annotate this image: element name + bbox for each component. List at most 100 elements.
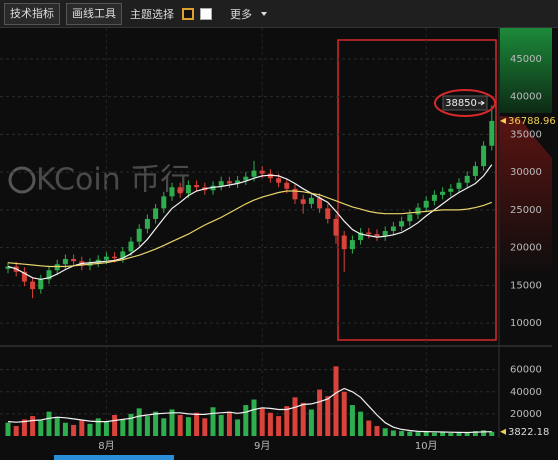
ma-line bbox=[7, 387, 492, 434]
y-tick-label: 15000 bbox=[510, 280, 542, 291]
candle-body bbox=[431, 194, 437, 201]
candle-body bbox=[366, 232, 372, 235]
candle-body bbox=[95, 259, 101, 263]
candle-body bbox=[226, 181, 232, 184]
drawing-tools-button[interactable]: 画线工具 bbox=[66, 2, 122, 25]
volume-bar bbox=[71, 424, 77, 436]
volume-bar bbox=[153, 411, 159, 436]
dark-theme-swatch[interactable] bbox=[182, 7, 194, 20]
volume-bar bbox=[243, 405, 249, 436]
volume-bar bbox=[202, 418, 208, 436]
x-tick-label: 8月 bbox=[98, 440, 114, 452]
volume-bar bbox=[46, 411, 52, 436]
candle-body bbox=[456, 182, 462, 189]
volume-bar bbox=[472, 431, 478, 436]
volume-bar bbox=[144, 416, 150, 436]
volume-bar bbox=[112, 415, 118, 436]
volume-bar bbox=[21, 419, 27, 436]
candle-body bbox=[30, 281, 36, 290]
y-tick-label: 40000 bbox=[510, 92, 542, 103]
volume-bar bbox=[169, 409, 175, 436]
candle-body bbox=[128, 241, 134, 252]
volume-bar bbox=[251, 399, 257, 436]
high-arrow bbox=[478, 100, 485, 106]
last-volume-arrow bbox=[500, 428, 506, 435]
volume-bar bbox=[358, 411, 364, 436]
volume-bar bbox=[13, 426, 19, 436]
candle-body bbox=[243, 176, 249, 181]
candle-body bbox=[382, 231, 388, 237]
volume-bar bbox=[62, 422, 68, 436]
y2-tick-label: 60000 bbox=[510, 365, 542, 376]
high-highlight bbox=[434, 89, 496, 117]
volume-bar bbox=[489, 431, 495, 436]
candle-body bbox=[136, 228, 142, 242]
watermark-logo bbox=[8, 166, 36, 194]
candle-body bbox=[38, 279, 44, 290]
volume-bar bbox=[325, 396, 331, 436]
candle-body bbox=[292, 188, 298, 200]
depth-bid-area bbox=[500, 28, 552, 113]
volume-bar bbox=[341, 391, 347, 436]
candle-body bbox=[415, 207, 421, 215]
candle-body bbox=[144, 218, 150, 229]
candle-body bbox=[349, 240, 355, 250]
x-tick-label: 9月 bbox=[254, 440, 270, 452]
x-tick-label: 10月 bbox=[415, 440, 438, 452]
candle-body bbox=[21, 271, 27, 282]
candle-body bbox=[489, 120, 495, 146]
volume-bar bbox=[218, 415, 224, 436]
volume-bar bbox=[431, 432, 437, 436]
candle-body bbox=[103, 256, 109, 260]
y-tick-label: 30000 bbox=[510, 167, 542, 178]
candle-body bbox=[464, 175, 470, 183]
y-tick-label: 35000 bbox=[510, 129, 542, 140]
volume-bar bbox=[136, 408, 142, 436]
candle-body bbox=[46, 270, 52, 280]
candle-body bbox=[333, 218, 339, 236]
candle-body bbox=[251, 170, 257, 177]
candle-body bbox=[112, 256, 118, 259]
candle-body bbox=[358, 232, 364, 241]
candle-body bbox=[62, 258, 68, 265]
y2-tick-label: 20000 bbox=[510, 409, 542, 420]
candle-body bbox=[325, 208, 331, 219]
scrollbar[interactable] bbox=[54, 455, 174, 460]
candle-body bbox=[440, 191, 446, 195]
volume-bar bbox=[54, 417, 60, 436]
volume-bar bbox=[440, 431, 446, 436]
candle-body bbox=[120, 251, 126, 259]
volume-bar bbox=[259, 408, 265, 436]
light-theme-swatch[interactable] bbox=[200, 7, 212, 20]
volume-bar bbox=[161, 418, 167, 436]
candle-body bbox=[308, 197, 314, 204]
volume-bar bbox=[177, 415, 183, 436]
volume-bar bbox=[374, 426, 380, 436]
volume-bar bbox=[415, 432, 421, 436]
candle-body bbox=[407, 214, 413, 222]
indicator-button[interactable]: 技术指标 bbox=[4, 2, 60, 25]
volume-bar bbox=[300, 402, 306, 436]
high-label-box bbox=[442, 95, 488, 111]
volume-bar bbox=[481, 430, 487, 436]
y-tick-label: 25000 bbox=[510, 205, 542, 216]
volume-bar bbox=[390, 430, 396, 436]
volume-bar bbox=[292, 397, 298, 436]
volume-bar bbox=[194, 412, 200, 436]
y-tick-label: 20000 bbox=[510, 243, 542, 254]
volume-bar bbox=[210, 407, 216, 436]
candle-body bbox=[194, 184, 200, 188]
watermark: KCoin 币行 bbox=[36, 163, 190, 198]
volume-bar bbox=[120, 419, 126, 436]
volume-bar bbox=[366, 420, 372, 436]
y-tick-label: 45000 bbox=[510, 54, 542, 65]
candle-body bbox=[481, 145, 487, 167]
candle-body bbox=[259, 170, 265, 174]
last-price-label: 36788.96 bbox=[508, 116, 556, 127]
more-caret bbox=[261, 11, 267, 16]
more-button[interactable]: 更多 bbox=[230, 7, 252, 21]
last-volume-label: 3822.18 bbox=[508, 427, 549, 438]
candle-body bbox=[472, 166, 478, 176]
candle-body bbox=[71, 258, 77, 262]
